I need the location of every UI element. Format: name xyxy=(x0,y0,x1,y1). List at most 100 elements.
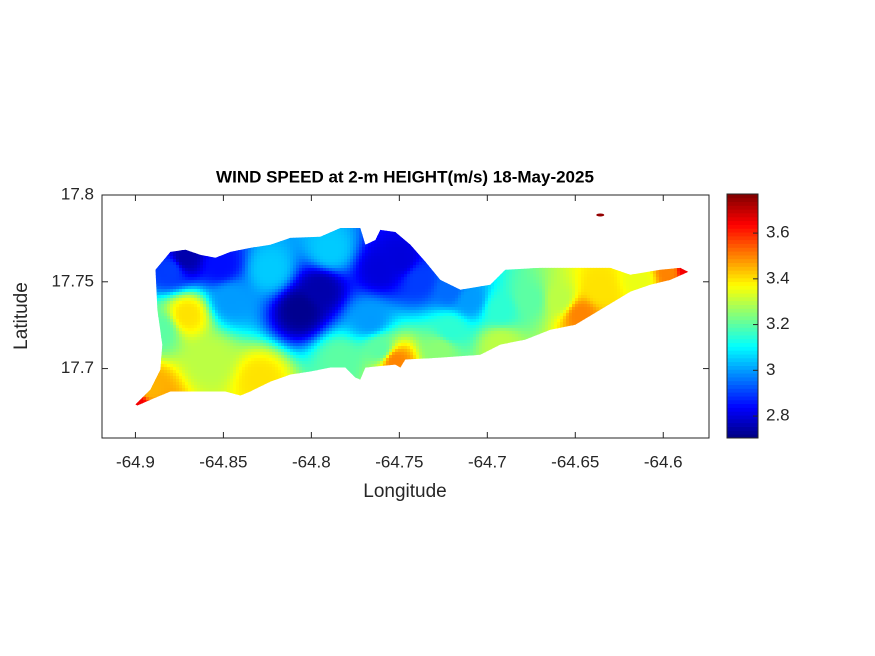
field-cell xyxy=(344,253,348,257)
field-cell xyxy=(302,250,306,254)
field-cell xyxy=(281,268,285,272)
field-cell xyxy=(233,274,237,278)
field-cell xyxy=(518,295,522,299)
field-cell xyxy=(293,289,297,293)
field-cell xyxy=(185,298,189,302)
field-cell xyxy=(386,301,390,305)
field-cell xyxy=(188,277,192,281)
field-cell xyxy=(593,277,597,281)
field-cell xyxy=(380,250,384,254)
field-cell xyxy=(308,274,312,278)
field-cell xyxy=(203,265,207,269)
field-cell xyxy=(230,265,234,269)
field-cell xyxy=(326,274,330,278)
field-cell xyxy=(170,283,174,287)
field-cell xyxy=(506,283,510,287)
field-cell xyxy=(407,271,411,275)
field-cell xyxy=(218,289,222,293)
field-cell xyxy=(365,277,369,281)
field-cell xyxy=(410,253,414,257)
field-cell xyxy=(185,271,189,275)
field-cell xyxy=(176,274,180,278)
field-cell xyxy=(332,295,336,299)
field-cell xyxy=(548,283,552,287)
field-cell xyxy=(332,277,336,281)
field-cell xyxy=(164,268,168,272)
field-cell xyxy=(272,286,276,290)
field-cell xyxy=(521,298,525,302)
field-cell xyxy=(164,271,168,275)
field-cell xyxy=(275,295,279,299)
field-cell xyxy=(176,256,180,260)
field-cell xyxy=(290,250,294,254)
field-cell xyxy=(422,301,426,305)
field-cell xyxy=(194,259,198,263)
field-cell xyxy=(425,292,429,296)
field-cell xyxy=(317,241,321,245)
field-cell xyxy=(572,280,576,284)
field-cell xyxy=(221,277,225,281)
field-cell xyxy=(656,274,660,278)
field-cell xyxy=(407,289,411,293)
field-cell xyxy=(236,286,240,290)
field-cell xyxy=(404,247,408,251)
field-cell xyxy=(194,262,198,266)
field-cell xyxy=(257,256,261,260)
field-cell xyxy=(254,280,258,284)
field-cell xyxy=(602,277,606,281)
field-cell xyxy=(317,274,321,278)
field-cell xyxy=(194,256,198,260)
field-cell xyxy=(398,253,402,257)
field-cell xyxy=(266,295,270,299)
field-cell xyxy=(512,286,516,290)
field-cell xyxy=(389,259,393,263)
field-cell xyxy=(188,283,192,287)
field-cell xyxy=(674,268,678,272)
field-cell xyxy=(194,271,198,275)
field-cell xyxy=(326,295,330,299)
field-cell xyxy=(593,286,597,290)
field-cell xyxy=(584,292,588,296)
field-cell xyxy=(551,283,555,287)
field-cell xyxy=(341,265,345,269)
field-cell xyxy=(254,295,258,299)
field-cell xyxy=(359,259,363,263)
field-cell xyxy=(419,301,423,305)
field-cell xyxy=(335,268,339,272)
field-cell xyxy=(407,253,411,257)
field-cell xyxy=(179,250,183,254)
field-cell xyxy=(512,298,516,302)
field-cell xyxy=(461,292,465,296)
field-cell xyxy=(293,280,297,284)
field-cell xyxy=(299,298,303,302)
field-cell xyxy=(176,289,180,293)
field-cell xyxy=(323,280,327,284)
field-cell xyxy=(398,280,402,284)
field-cell xyxy=(224,295,228,299)
field-cell xyxy=(230,280,234,284)
field-cell xyxy=(254,274,258,278)
field-cell xyxy=(302,247,306,251)
field-cell xyxy=(569,268,573,272)
field-cell xyxy=(506,289,510,293)
field-cell xyxy=(239,298,243,302)
field-cell xyxy=(410,301,414,305)
field-cell xyxy=(197,274,201,278)
field-cell xyxy=(521,268,525,272)
field-cell xyxy=(305,250,309,254)
field-cell xyxy=(350,292,354,296)
field-cell xyxy=(434,292,438,296)
field-cell xyxy=(596,298,600,302)
field-cell xyxy=(335,301,339,305)
field-cell xyxy=(320,250,324,254)
field-cell xyxy=(374,277,378,281)
field-cell xyxy=(302,280,306,284)
field-cell xyxy=(425,262,429,266)
field-cell xyxy=(293,295,297,299)
field-cell xyxy=(347,286,351,290)
field-cell xyxy=(320,235,324,239)
field-cell xyxy=(398,274,402,278)
field-cell xyxy=(269,250,273,254)
field-cell xyxy=(344,265,348,269)
field-cell xyxy=(533,298,537,302)
